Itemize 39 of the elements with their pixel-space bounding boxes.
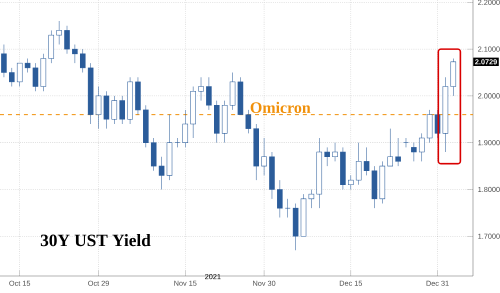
candlestick [411,142,417,162]
candlestick [112,96,118,124]
candlestick [48,30,54,64]
candlestick [246,110,252,134]
candlestick [418,133,425,162]
candlestick [24,58,30,73]
candlestick [150,138,157,172]
candlestick [158,156,164,190]
candlestick [198,76,204,101]
candlestick [206,76,212,110]
candlestick [364,147,370,176]
candlestick [395,138,401,166]
candlestick [1,44,7,78]
candlestick [324,147,330,166]
candlestick [387,128,394,166]
candlestick [426,110,432,143]
candlestick [32,62,38,92]
candlestick [332,142,338,162]
candlestick [356,142,362,186]
candlestick [16,62,22,87]
candlestick [277,180,283,218]
candlestick [182,110,188,148]
candlestick [96,86,102,129]
candlestick [56,20,62,45]
candlestick [64,25,70,54]
candlestick [284,198,291,218]
candlestick [230,72,236,110]
ref-line-label: Omicron [250,102,310,114]
candlestick [348,175,354,190]
candlestick [174,138,180,148]
candlestick [72,44,78,64]
candlestick [261,138,267,176]
candlestick [403,138,409,148]
candlestick [9,68,15,87]
candlestick [119,96,125,124]
candlestick [308,189,314,208]
text: 30Y UST Yield [40,234,151,246]
candlestick [104,90,110,129]
candlestick [80,48,86,73]
